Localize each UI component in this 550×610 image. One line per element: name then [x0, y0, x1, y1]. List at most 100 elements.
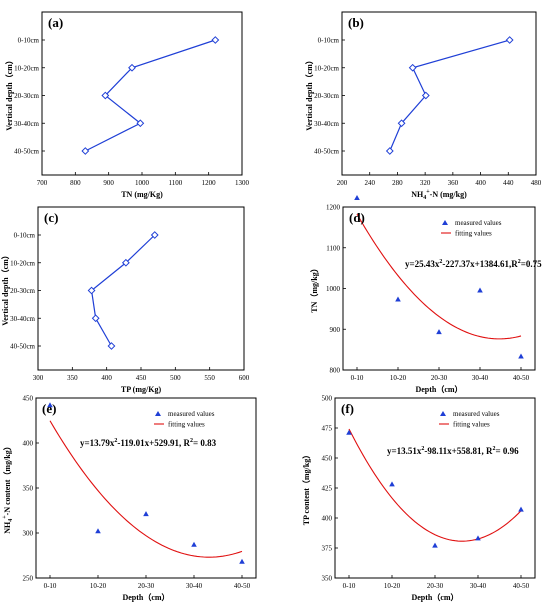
x-tick-label: 1100: [168, 179, 182, 187]
panel-title: (b): [348, 15, 364, 30]
y-tick-label: 1200: [326, 204, 341, 212]
y-axis-label: TP content（mg/kg）: [301, 451, 311, 525]
panel-e: 250 300 350 400 450 0-10 10-20 20-30 30-40 40-50 (…: [2, 395, 251, 603]
y-tick-label: 800: [330, 367, 341, 375]
y-tick-label: 475: [322, 425, 333, 433]
x-category-label: 40-50: [513, 374, 530, 382]
panel-title: (d): [349, 210, 365, 225]
y-category-label: 30-40cm: [314, 120, 339, 128]
data-point: [346, 429, 352, 435]
data-point: [408, 63, 417, 72]
data-point: [143, 511, 149, 517]
x-tick-label: 320: [420, 179, 431, 187]
data-point: [107, 342, 116, 350]
x-tick-label: 1200: [202, 179, 217, 187]
y-category-label: 30-40cm: [10, 315, 35, 323]
x-tick-label: 350: [67, 374, 78, 382]
y-tick-label: 1100: [326, 244, 340, 252]
y-axis-label: TN（mg/kg）: [309, 264, 319, 312]
fit-equation: y=25.43x2-227.37x+1384.61,R2=0.75: [405, 259, 542, 269]
x-axis-label: NH4+-N (mg/kg): [411, 189, 467, 201]
data-point: [150, 231, 159, 239]
panel-d-frame: [342, 206, 536, 371]
panel-f-frame: [334, 397, 536, 579]
panel-a: 700 800 900 1000 1100 1200 1300 0-10cm 10-20cm 20…: [4, 15, 250, 199]
y-category-label: 0-10cm: [318, 37, 340, 45]
y-tick-label: 350: [322, 575, 333, 583]
y-tick-label: 400: [322, 515, 333, 523]
y-tick-label: 1000: [326, 285, 341, 293]
x-tick-label: 900: [103, 179, 114, 187]
y-tick-label: 900: [330, 326, 341, 334]
y-category-label: 10-20cm: [14, 64, 39, 72]
x-tick-label: 440: [503, 179, 514, 187]
data-point: [518, 353, 524, 359]
x-axis-label: TN (mg/Kg): [121, 190, 163, 199]
legend-label-fit: fitting values: [168, 421, 205, 429]
y-category-label: 10-20cm: [314, 64, 339, 72]
data-point: [475, 535, 481, 541]
panel-title: (c): [44, 210, 58, 225]
series-line: [90, 234, 156, 347]
y-tick-label: 300: [23, 530, 34, 538]
x-category-label: 0-10: [343, 582, 356, 590]
x-tick-label: 480: [531, 179, 542, 187]
data-point: [239, 558, 245, 564]
y-category-label: 40-50cm: [10, 343, 35, 351]
panel-d: 800 900 1000 1100 1200 0-10 10-20 20-30 30-40 40-…: [309, 195, 542, 394]
x-tick-label: 600: [239, 374, 250, 382]
y-category-label: 40-50cm: [14, 148, 39, 156]
x-tick-label: 400: [101, 374, 112, 382]
legend-label-measured: measured values: [455, 219, 502, 227]
panel-b-frame: [341, 11, 537, 176]
series-line: [389, 39, 510, 152]
data-point: [136, 119, 145, 128]
y-category-label: 30-40cm: [14, 120, 39, 128]
data-point: [421, 91, 430, 100]
data-point: [477, 287, 483, 293]
data-point: [211, 36, 220, 44]
y-axis-label: Vertical depth（cm）: [304, 56, 314, 131]
y-tick-label: 450: [23, 395, 34, 403]
y-category-label: 20-30cm: [10, 287, 35, 295]
x-tick-label: 500: [170, 374, 181, 382]
x-tick-label: 800: [70, 179, 81, 187]
x-category-label: 20-30: [431, 374, 448, 382]
y-axis-label: Vertical depth（cm）: [4, 56, 14, 131]
x-category-label: 0-10: [44, 582, 57, 590]
fit-curve: [348, 428, 522, 542]
x-axis-label: TP (mg/Kg): [121, 385, 162, 394]
legend-label-fit: fitting values: [455, 230, 492, 238]
y-tick-label: 500: [322, 395, 333, 403]
x-category-label: 40-50: [234, 582, 251, 590]
legend-marker-measured: [440, 411, 446, 416]
y-category-label: 20-30cm: [314, 92, 339, 100]
fit-equation: y=13.79x2-119.01x+529.91, R2= 0.83: [80, 438, 217, 448]
x-axis-label: Depth（cm）: [122, 592, 169, 602]
data-point: [505, 36, 514, 44]
x-category-label: 20-30: [138, 582, 155, 590]
y-category-label: 10-20cm: [10, 259, 35, 267]
x-tick-label: 300: [33, 374, 44, 382]
data-point: [518, 506, 524, 512]
y-axis-label: Vertical depth（cm）: [0, 251, 10, 326]
x-axis-label: Depth（cm）: [415, 384, 462, 394]
x-tick-label: 1300: [235, 179, 250, 187]
x-category-label: 30-40: [186, 582, 203, 590]
panel-title: (e): [42, 401, 56, 416]
data-point: [47, 402, 53, 408]
y-category-label: 0-10cm: [14, 232, 36, 240]
x-tick-label: 240: [364, 179, 375, 187]
panel-c: 300 350 400 450 500 550 600 0-10cm 10-20cm 20-30c…: [0, 210, 250, 394]
x-tick-label: 550: [204, 374, 215, 382]
x-tick-label: 700: [37, 179, 48, 187]
panel-title: (f): [341, 401, 354, 416]
x-tick-label: 1000: [135, 179, 150, 187]
x-tick-label: 360: [448, 179, 459, 187]
x-axis-label: Depth（cm）: [411, 592, 458, 602]
y-tick-label: 450: [322, 455, 333, 463]
legend-label-measured: measured values: [168, 410, 215, 418]
x-category-label: 10-20: [90, 582, 107, 590]
data-point: [397, 119, 406, 128]
data-point: [128, 63, 136, 72]
